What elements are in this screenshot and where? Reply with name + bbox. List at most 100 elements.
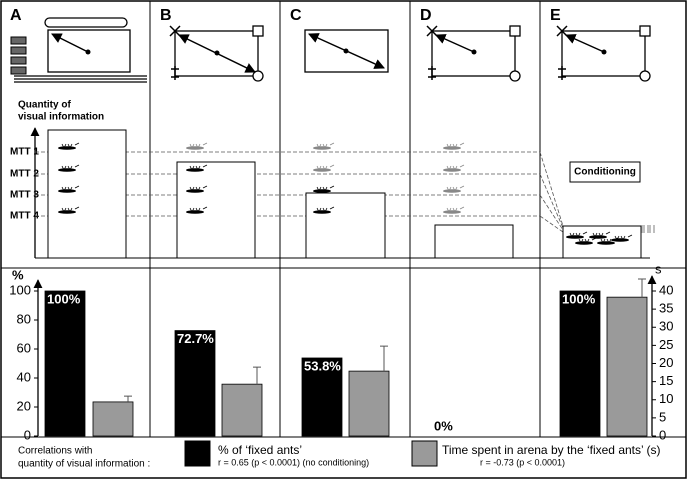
- point: [343, 48, 349, 54]
- y2-tick-label: 35: [659, 301, 673, 316]
- point: [471, 49, 477, 55]
- ant: [186, 146, 204, 150]
- info-box: [176, 161, 256, 259]
- ant-legs: [189, 185, 208, 192]
- ant: [611, 238, 629, 242]
- level-line: [539, 215, 564, 233]
- note: Conditioning: [574, 167, 636, 178]
- ant-legs: [446, 142, 465, 149]
- ant-legs: [61, 142, 80, 149]
- legend-swatch: [411, 440, 438, 467]
- ant-legs: [592, 231, 611, 238]
- feeder: [252, 70, 264, 82]
- y-tick-label: 40: [17, 369, 31, 384]
- ant-legs: [446, 206, 465, 213]
- level-line: [539, 194, 564, 231]
- feeder: [509, 70, 521, 82]
- ant: [186, 168, 204, 172]
- y-tick-label: 60: [17, 340, 31, 355]
- panel-label: C: [290, 7, 302, 24]
- ant: [313, 210, 331, 214]
- ant: [443, 210, 461, 214]
- level-line: [539, 151, 564, 227]
- arena: [304, 29, 389, 73]
- ant: [589, 235, 607, 239]
- nest: [509, 25, 521, 37]
- value-label: 53.8%: [304, 358, 341, 373]
- panel-axis-label: visual information: [18, 112, 104, 123]
- entrance: [558, 66, 566, 80]
- entrance: [428, 66, 436, 80]
- info-box: [305, 192, 386, 259]
- ant-legs: [189, 164, 208, 171]
- bar: [348, 370, 390, 437]
- ant: [443, 168, 461, 172]
- ant: [313, 168, 331, 172]
- arena: [174, 30, 259, 77]
- arena: [561, 30, 646, 77]
- y-tick-label: 0: [24, 427, 31, 442]
- ant-legs: [569, 231, 588, 238]
- ant: [443, 146, 461, 150]
- legend-stat: r = -0.73 (p < 0.0001): [480, 457, 565, 467]
- y-tick-label: 80: [17, 311, 31, 326]
- y2-tick-label: 30: [659, 319, 673, 334]
- entrance: [171, 66, 179, 80]
- point: [214, 50, 220, 56]
- ant-legs: [446, 185, 465, 192]
- y2-tick-label: 0: [659, 427, 666, 442]
- ant: [575, 241, 593, 245]
- ant-legs: [316, 206, 335, 213]
- legend-stat: r = 0.65 (p < 0.0001) (no conditioning): [218, 457, 369, 467]
- legend-title: quantity of visual information :: [18, 459, 150, 470]
- pill: [44, 17, 128, 28]
- error-bar: [638, 278, 646, 298]
- y2-tick-label: 10: [659, 391, 673, 406]
- path: [565, 34, 605, 53]
- y2-tick-label: 40: [659, 282, 673, 297]
- y-axis-label: %: [12, 267, 24, 282]
- y-tick-label: 100: [9, 282, 31, 297]
- ant-legs: [316, 164, 335, 171]
- value-label: 72.7%: [177, 331, 214, 346]
- ant-legs: [189, 142, 208, 149]
- legend-swatch: [184, 440, 211, 467]
- screen: [10, 66, 27, 75]
- ant: [58, 210, 76, 214]
- note-box: [569, 161, 641, 183]
- ant: [313, 189, 331, 193]
- path: [435, 34, 475, 53]
- ant: [566, 235, 584, 239]
- info-box: [47, 129, 127, 259]
- ant-legs: [61, 185, 80, 192]
- ant-legs: [316, 142, 335, 149]
- y2-tick-label: 20: [659, 355, 673, 370]
- bar: [606, 296, 648, 437]
- y2-tick-label: 5: [659, 409, 666, 424]
- ant: [313, 146, 331, 150]
- ant: [58, 168, 76, 172]
- ant-legs: [446, 164, 465, 171]
- panel-label: A: [10, 7, 22, 24]
- y2-tick-label: 25: [659, 337, 673, 352]
- bar: [92, 401, 134, 437]
- level-label: MTT 1: [10, 147, 39, 158]
- ant-legs: [316, 185, 335, 192]
- value-label: 100%: [562, 291, 596, 306]
- ant-legs: [189, 206, 208, 213]
- feeder: [639, 70, 651, 82]
- level-line: [539, 173, 564, 229]
- y2-axis-label: s: [655, 261, 662, 276]
- y-tick-label: 20: [17, 398, 31, 413]
- point: [601, 49, 607, 55]
- info-box: [434, 224, 514, 259]
- cross: [169, 25, 181, 37]
- level-label: MTT 2: [10, 169, 39, 180]
- arena: [431, 30, 516, 77]
- bar: [174, 330, 216, 437]
- ant: [186, 210, 204, 214]
- panel-label: E: [550, 7, 561, 24]
- panel-label: B: [160, 7, 172, 24]
- legend-title: Correlations with: [18, 446, 92, 457]
